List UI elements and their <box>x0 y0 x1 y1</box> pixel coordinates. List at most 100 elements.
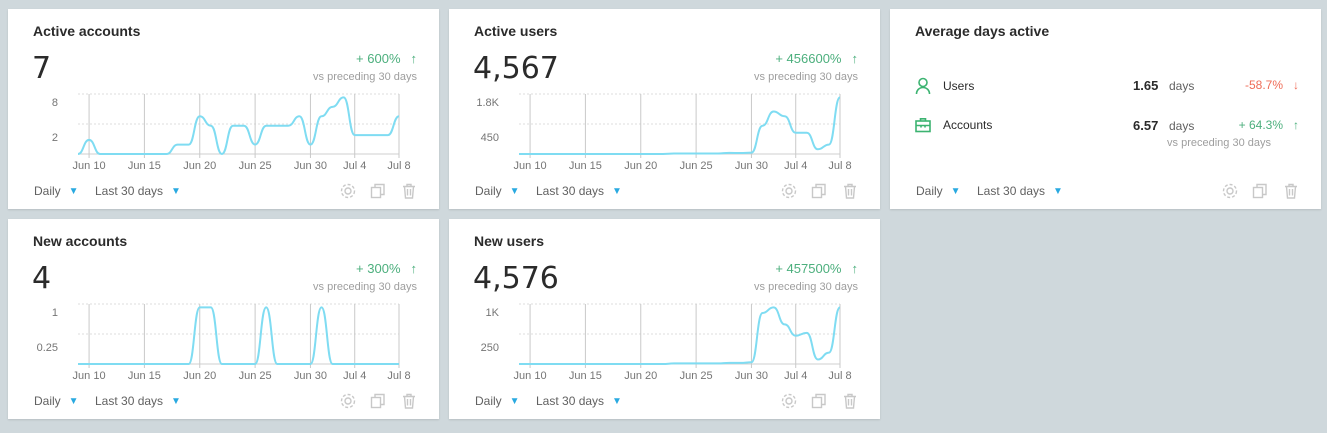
y-tick-label: 0.25 <box>37 342 58 354</box>
x-tick-label: Jun 25 <box>239 160 272 172</box>
avg-unit: days <box>1169 119 1195 133</box>
change-badge: + 600% ↑ <box>356 51 417 66</box>
line-chart: 8 2 Jun 10 Jun 15 Jun 20 Jun 25 Jun 30 Jul 4 Jul… <box>52 93 411 172</box>
range-select[interactable]: Last 30 days ▼ <box>536 184 622 198</box>
card-active-users: Active users 4,567 + 456600% ↑ vs precedi… <box>449 9 880 209</box>
interval-select[interactable]: Daily ▼ <box>475 184 520 198</box>
range-select[interactable]: Last 30 days ▼ <box>95 184 181 198</box>
change-text: + 600% <box>356 51 401 66</box>
trash-icon[interactable] <box>400 392 418 410</box>
y-tick-label: 250 <box>481 342 499 354</box>
copy-icon[interactable] <box>810 392 828 410</box>
range-select[interactable]: Last 30 days ▼ <box>977 184 1063 198</box>
interval-select[interactable]: Daily ▼ <box>916 184 961 198</box>
x-tick-label: Jun 25 <box>680 370 713 382</box>
comparison-note: vs preceding 30 days <box>313 71 417 83</box>
x-tick-label: Jun 30 <box>294 160 327 172</box>
comparison-note: vs preceding 30 days <box>754 281 858 293</box>
interval-label: Daily <box>916 184 943 198</box>
interval-label: Daily <box>34 394 61 408</box>
avg-row-accounts: Accounts <box>915 117 992 133</box>
x-tick-label: Jul 8 <box>828 370 851 382</box>
gear-icon[interactable] <box>339 182 357 200</box>
avg-unit: days <box>1169 79 1195 93</box>
x-tick-label: Jun 15 <box>569 370 602 382</box>
interval-label: Daily <box>475 394 502 408</box>
copy-icon[interactable] <box>1251 182 1269 200</box>
x-tick-label: Jun 15 <box>128 370 161 382</box>
line-chart: 1 0.25 Jun 10 Jun 15 Jun 20 Jun 25 Jun 30 Jul 4… <box>37 303 411 382</box>
trash-icon[interactable] <box>1282 182 1300 200</box>
x-tick-label: Jun 10 <box>73 160 106 172</box>
avg-value: 6.57 <box>1133 118 1159 133</box>
interval-select[interactable]: Daily ▼ <box>34 184 79 198</box>
avg-change: + 64.3% ↑ <box>1239 118 1299 132</box>
range-select[interactable]: Last 30 days ▼ <box>536 394 622 408</box>
series-line <box>519 96 841 155</box>
series-line <box>519 306 841 365</box>
trash-icon[interactable] <box>400 182 418 200</box>
comparison-note: vs preceding 30 days <box>754 71 858 83</box>
card-title: Active accounts <box>33 23 141 39</box>
metric-value: 4,567 <box>473 51 559 86</box>
arrow-down-icon: ↓ <box>1293 78 1299 92</box>
card-title: Average days active <box>915 23 1050 39</box>
card-new-accounts: New accounts 4 + 300% ↑ vs preceding 30 d… <box>8 219 439 419</box>
range-label: Last 30 days <box>536 184 605 198</box>
chevron-down-icon: ▼ <box>612 185 622 197</box>
card-average-days-active: Average days active Users 1.65 days -58.… <box>890 9 1321 209</box>
chevron-down-icon: ▼ <box>612 395 622 407</box>
gear-icon[interactable] <box>339 392 357 410</box>
avg-row-label: Users <box>943 79 975 93</box>
range-select[interactable]: Last 30 days ▼ <box>95 394 181 408</box>
x-tick-label: Jul 8 <box>828 160 851 172</box>
change-text: + 457500% <box>775 261 842 276</box>
x-tick-label: Jun 10 <box>73 370 106 382</box>
x-tick-label: Jul 8 <box>387 160 410 172</box>
range-label: Last 30 days <box>95 184 164 198</box>
x-tick-label: Jun 15 <box>569 160 602 172</box>
briefcase-icon <box>915 118 931 133</box>
avg-value: 1.65 <box>1133 78 1159 93</box>
card-active-accounts: Active accounts 7 + 600% ↑ vs preceding 3… <box>8 9 439 209</box>
arrow-up-icon: ↑ <box>410 261 418 276</box>
avg-row-users: Users <box>915 77 974 95</box>
metric-value: 4 <box>32 261 52 296</box>
copy-icon[interactable] <box>369 392 387 410</box>
y-tick-label: 1K <box>486 307 500 319</box>
interval-select[interactable]: Daily ▼ <box>34 394 79 408</box>
x-tick-label: Jun 10 <box>514 370 547 382</box>
x-tick-label: Jul 4 <box>343 370 366 382</box>
arrow-up-icon: ↑ <box>851 51 859 66</box>
comparison-note: vs preceding 30 days <box>313 281 417 293</box>
x-tick-label: Jul 4 <box>784 370 807 382</box>
copy-icon[interactable] <box>369 182 387 200</box>
change-badge: + 300% ↑ <box>356 261 417 276</box>
interval-label: Daily <box>34 184 61 198</box>
change-text: + 64.3% <box>1238 118 1283 132</box>
y-tick-label: 1.8K <box>476 97 499 109</box>
series-line <box>78 306 399 365</box>
range-label: Last 30 days <box>95 394 164 408</box>
trash-icon[interactable] <box>841 182 859 200</box>
gear-icon[interactable] <box>780 182 798 200</box>
x-tick-label: Jun 25 <box>239 370 272 382</box>
gear-icon[interactable] <box>1221 182 1239 200</box>
card-title: New accounts <box>33 233 128 249</box>
chevron-down-icon: ▼ <box>68 185 79 197</box>
range-label: Last 30 days <box>536 394 605 408</box>
card-title: New users <box>474 233 545 249</box>
change-text: + 300% <box>356 261 401 276</box>
x-tick-label: Jun 30 <box>735 160 768 172</box>
copy-icon[interactable] <box>810 182 828 200</box>
trash-icon[interactable] <box>841 392 859 410</box>
line-chart: 1.8K 450 Jun 10 Jun 15 Jun 20 Jun 25 Jun 30 Jul… <box>476 93 852 172</box>
interval-select[interactable]: Daily ▼ <box>475 394 520 408</box>
x-tick-label: Jun 30 <box>735 370 768 382</box>
x-tick-label: Jul 4 <box>784 160 807 172</box>
y-tick-label: 1 <box>52 307 58 319</box>
change-text: -58.7% <box>1244 78 1283 92</box>
gear-icon[interactable] <box>780 392 798 410</box>
series-line <box>77 96 400 156</box>
x-tick-label: Jun 30 <box>294 370 327 382</box>
